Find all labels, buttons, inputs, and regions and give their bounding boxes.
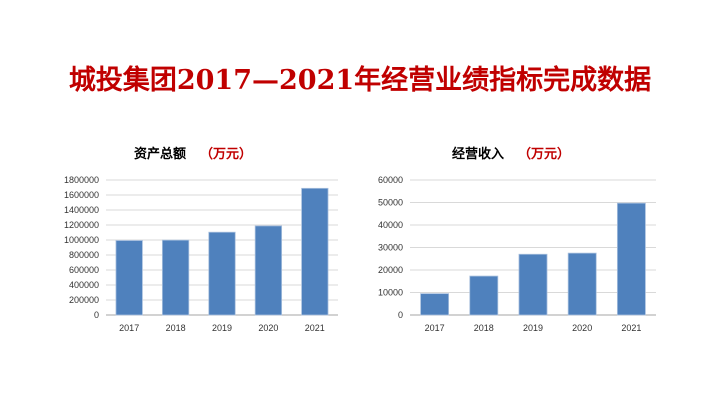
chart-unit: （万元） bbox=[200, 147, 253, 162]
y-tick-label: 30000 bbox=[378, 243, 403, 253]
y-tick-label: 20000 bbox=[378, 265, 403, 275]
chart-0: 0 200000 400000 600000 800000 1000000 1200000 1… bbox=[64, 175, 338, 333]
y-tick-label: 0 bbox=[398, 310, 403, 320]
bar-2021 bbox=[301, 187, 329, 316]
y-tick-label: 400000 bbox=[69, 280, 99, 290]
bar-2017 bbox=[420, 293, 450, 316]
x-tick-label: 2020 bbox=[572, 323, 592, 333]
bar-2019 bbox=[208, 231, 236, 316]
y-tick-label: 1200000 bbox=[64, 220, 99, 230]
chart-title-text: 经营收入 bbox=[452, 147, 505, 162]
x-tick-label: 2021 bbox=[305, 323, 325, 333]
x-tick-label: 2019 bbox=[212, 323, 232, 333]
bar-2018 bbox=[161, 239, 190, 316]
chart-title-total-assets: 资产总额 （万元） bbox=[134, 143, 252, 162]
bar-2018 bbox=[469, 275, 499, 316]
y-tick-label: 60000 bbox=[378, 175, 403, 185]
x-tick-label: 2021 bbox=[621, 323, 641, 333]
chart-unit: （万元） bbox=[518, 147, 571, 162]
bar-2019 bbox=[518, 253, 548, 316]
y-tick-label: 10000 bbox=[378, 288, 403, 298]
x-tick-label: 2018 bbox=[474, 323, 494, 333]
y-tick-label: 1000000 bbox=[64, 235, 99, 245]
chart-1: 0 10000 20000 30000 40000 50000 60000 2017 2018 2… bbox=[378, 175, 656, 333]
y-tick-label: 1600000 bbox=[64, 190, 99, 200]
chart-title-revenue: 经营收入 （万元） bbox=[452, 143, 570, 162]
chart-title-text: 资产总额 bbox=[134, 147, 187, 162]
x-tick-label: 2017 bbox=[119, 323, 139, 333]
y-tick-label: 200000 bbox=[69, 295, 99, 305]
y-tick-label: 1800000 bbox=[64, 175, 99, 185]
y-tick-label: 1400000 bbox=[64, 205, 99, 215]
bar-2020 bbox=[567, 252, 597, 316]
bar-2021 bbox=[616, 202, 646, 316]
x-tick-label: 2019 bbox=[523, 323, 543, 333]
x-tick-label: 2018 bbox=[166, 323, 186, 333]
y-tick-label: 40000 bbox=[378, 220, 403, 230]
y-tick-label: 800000 bbox=[69, 250, 99, 260]
bar-2020 bbox=[254, 225, 283, 316]
page-title: 城投集团2017—2021年经营业绩指标完成数据 bbox=[68, 65, 652, 96]
x-tick-label: 2020 bbox=[258, 323, 278, 333]
y-tick-label: 50000 bbox=[378, 198, 403, 208]
y-tick-label: 600000 bbox=[69, 265, 99, 275]
x-tick-label: 2017 bbox=[425, 323, 445, 333]
bar-2017 bbox=[115, 240, 143, 316]
y-tick-label: 0 bbox=[94, 310, 99, 320]
